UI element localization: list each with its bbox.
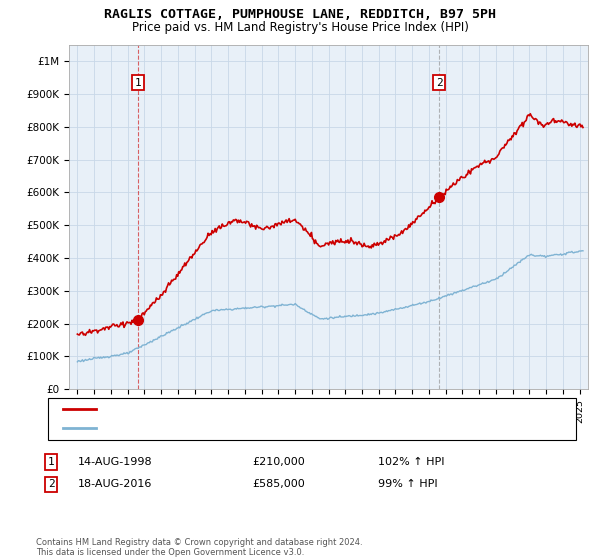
Text: 99% ↑ HPI: 99% ↑ HPI: [378, 479, 437, 489]
Text: 14-AUG-1998: 14-AUG-1998: [78, 457, 152, 467]
Text: £210,000: £210,000: [252, 457, 305, 467]
Text: 1: 1: [47, 457, 55, 467]
Text: RAGLIS COTTAGE, PUMPHOUSE LANE, REDDITCH, B97 5PH: RAGLIS COTTAGE, PUMPHOUSE LANE, REDDITCH…: [104, 8, 496, 21]
Text: 102% ↑ HPI: 102% ↑ HPI: [378, 457, 445, 467]
Text: 2: 2: [436, 78, 443, 88]
Text: 18-AUG-2016: 18-AUG-2016: [78, 479, 152, 489]
Text: £585,000: £585,000: [252, 479, 305, 489]
Text: HPI: Average price, detached house, Redditch: HPI: Average price, detached house, Redd…: [105, 423, 333, 433]
Text: 1: 1: [134, 78, 142, 88]
Text: Contains HM Land Registry data © Crown copyright and database right 2024.
This d: Contains HM Land Registry data © Crown c…: [36, 538, 362, 557]
Text: RAGLIS COTTAGE, PUMPHOUSE LANE, REDDITCH, B97 5PH (detached house): RAGLIS COTTAGE, PUMPHOUSE LANE, REDDITCH…: [105, 404, 487, 414]
Text: Price paid vs. HM Land Registry's House Price Index (HPI): Price paid vs. HM Land Registry's House …: [131, 21, 469, 34]
Text: 2: 2: [47, 479, 55, 489]
